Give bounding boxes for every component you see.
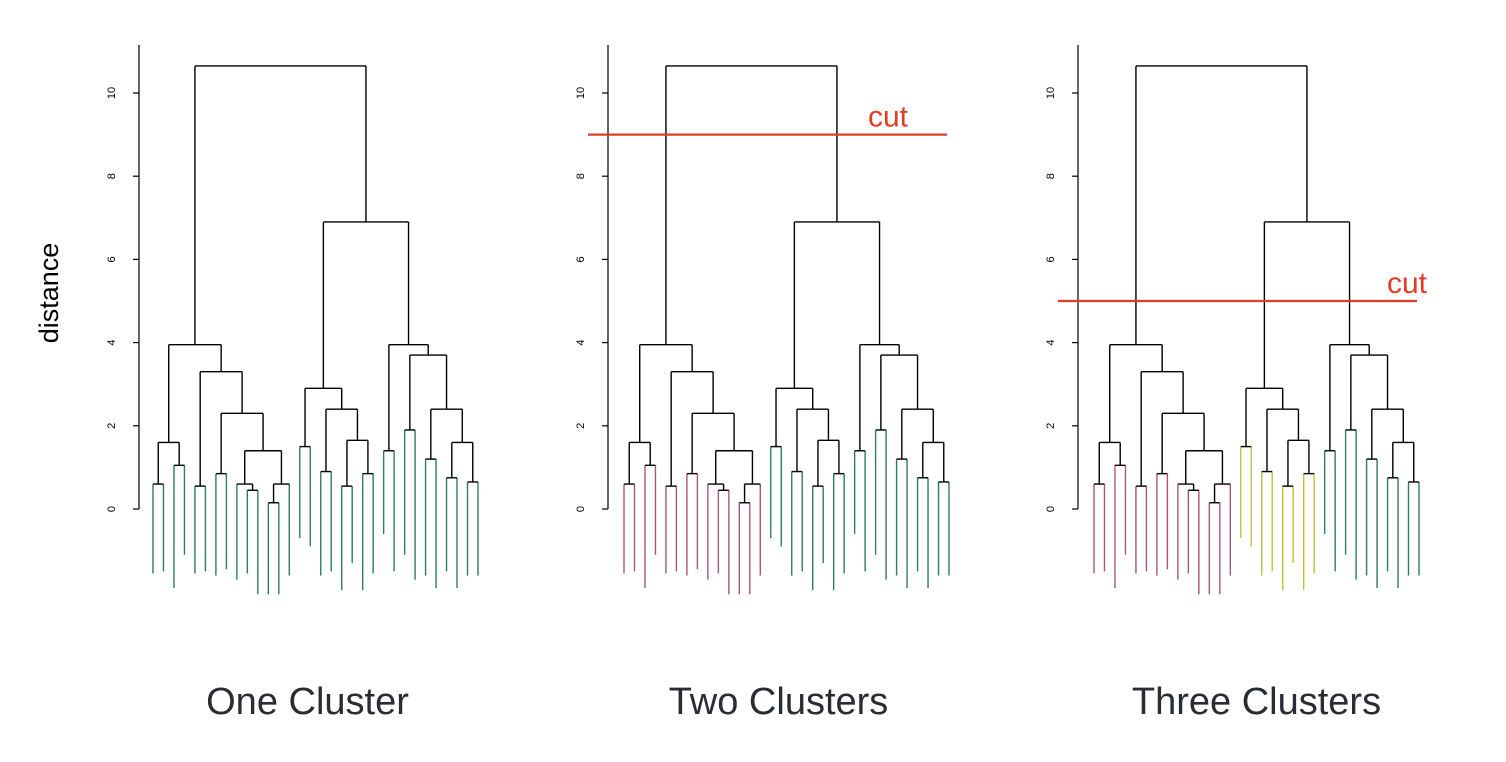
y-tick-label: 2 — [1045, 423, 1057, 429]
cut-label: cut — [1387, 267, 1428, 300]
y-tick-label: 4 — [1045, 340, 1057, 346]
y-tick-label: 4 — [575, 340, 587, 346]
y-tick-label: 10 — [1045, 87, 1057, 99]
y-tick-label: 6 — [575, 256, 587, 262]
cut-label: cut — [868, 101, 909, 134]
y-tick-label: 0 — [106, 506, 118, 512]
y-tick-label: 2 — [106, 423, 118, 429]
y-tick-label: 8 — [1045, 173, 1057, 179]
y-tick-label: 8 — [575, 173, 587, 179]
panel-1: 0 2 4 6 8 10 One Cluster — [106, 45, 479, 723]
panel-title: Three Clusters — [1132, 681, 1381, 723]
y-tick-label: 4 — [106, 340, 118, 346]
y-axis-label: distance — [34, 243, 64, 344]
y-tick-label: 8 — [106, 173, 118, 179]
y-tick-label: 10 — [575, 87, 587, 99]
y-tick-label: 0 — [1045, 506, 1057, 512]
panel-title: Two Clusters — [669, 681, 889, 723]
y-tick-label: 6 — [106, 256, 118, 262]
panel-title: One Cluster — [206, 681, 409, 723]
panel-2: 0 2 4 6 8 10 cut Two Clusters — [575, 45, 950, 723]
panel-3: 0 2 4 6 8 10 cut Three Clusters — [1045, 45, 1428, 723]
y-tick-label: 2 — [575, 423, 587, 429]
y-tick-label: 0 — [575, 506, 587, 512]
y-tick-label: 10 — [106, 87, 118, 99]
y-tick-label: 6 — [1045, 256, 1057, 262]
